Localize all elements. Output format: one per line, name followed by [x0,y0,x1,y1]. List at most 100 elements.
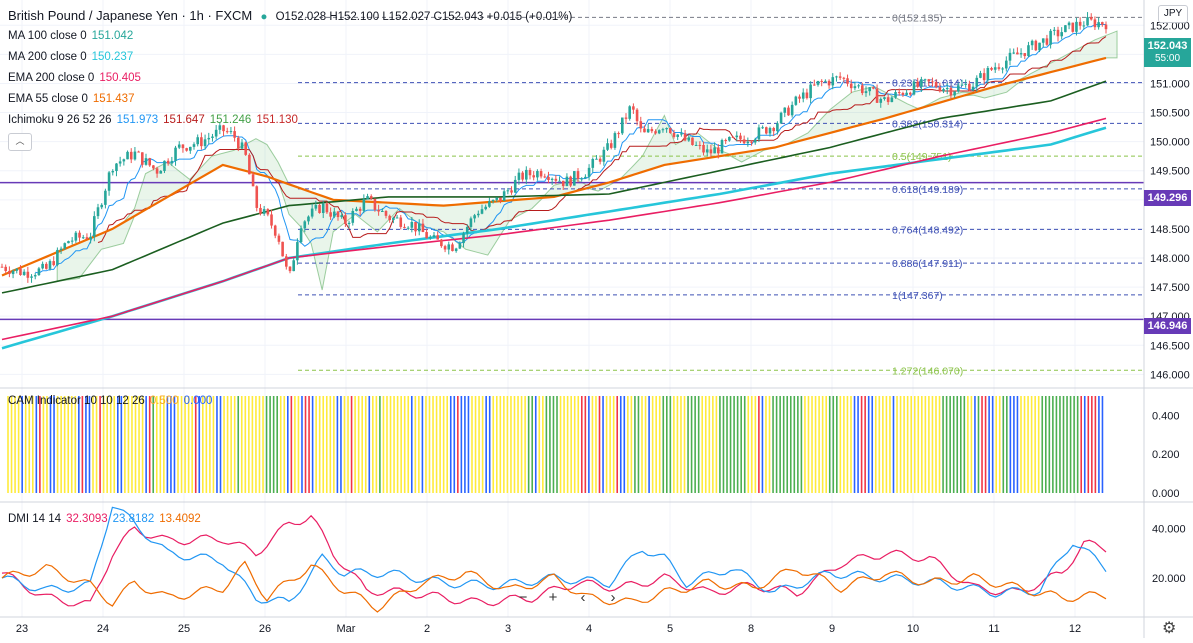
candle-body [1101,22,1104,25]
legend-ichimoku[interactable]: Ichimoku 9 26 52 26 151.973 151.647 151.246… [8,113,303,127]
candle-body [74,232,78,241]
candle-body [189,146,192,151]
candle-body [872,87,875,89]
candle-body [11,270,15,275]
currency-label[interactable]: JPY [1158,5,1188,23]
legend-ma100[interactable]: MA 100 close 0 151.042 [8,29,138,43]
candle-body [181,144,185,149]
candle-body [429,237,432,239]
candle-body [299,228,303,243]
candle-body [717,147,720,154]
candle-body [392,217,395,221]
fib-level-label: 0.764(148.492) [892,224,963,236]
candle-body [377,209,380,212]
ma-line [1,117,1107,341]
candle-body [148,158,151,166]
candle-body [838,76,842,78]
candle-body [842,77,846,79]
legend-value: 150.237 [91,51,134,63]
zoom-out-button[interactable]: − [518,589,528,606]
candle-body [111,171,115,173]
candle-body [543,176,547,178]
legend-dmi[interactable]: DMI 14 14 32.3093 23.8182 13.4092 [8,512,206,526]
candle-body [115,163,118,172]
candle-body [960,84,964,86]
price-tick-label: 148.500 [1150,224,1190,236]
candle-body [133,151,137,160]
time-tick-label: 11 [988,623,999,635]
candle-body [200,137,203,147]
candle-body [259,207,262,214]
candle-body [388,215,391,221]
candle-body [1086,17,1089,26]
candle-body [864,91,868,94]
fib-level-label: 0(152.135) [892,12,943,24]
legend-name: EMA 55 close 0 [8,93,88,105]
candle-body [680,133,683,135]
settings-gear-icon[interactable]: ⚙ [1162,620,1177,637]
candle-body [432,235,436,238]
legend-value: 151.973 [116,114,159,126]
candle-body [650,129,654,132]
candle-body [934,81,938,88]
candle-body [174,147,177,161]
candle-body [971,86,975,91]
candle-body [495,197,499,200]
candle-body [846,78,849,84]
candle-body [37,268,41,276]
legend-ema55[interactable]: EMA 55 close 0 151.437 [8,92,139,106]
candle-body [517,172,521,180]
price-tick-label: 146.000 [1150,369,1190,381]
candle-body [739,135,742,140]
candle-body [510,190,513,193]
legend-ema200[interactable]: EMA 200 close 0 150.405 [8,71,146,85]
candle-body [569,176,572,186]
candle-body [211,136,214,138]
candle-body [366,196,369,200]
legend-value: 151.042 [91,30,134,42]
legend-cam[interactable]: CAM Indicator 10 10 12 26 0.500 0.000 [8,394,217,408]
candle-body [1049,30,1052,45]
candle-body [827,80,831,86]
candle-body [1075,21,1078,32]
candle-body [868,87,871,92]
fib-level-label: 0.236(151.014) [892,78,963,90]
candle-body [1016,52,1019,55]
ohlc-readout: O152.028 H152.100 L152.027 C152.043 +0.0… [275,11,573,23]
candle-body [1041,38,1045,43]
candle-body [22,271,26,275]
candle-body [303,221,307,229]
ichimoku-cloud [56,30,1118,291]
symbol-title[interactable]: British Pound / Japanese Yen · 1h · FXCM [8,8,253,23]
scroll-right-button[interactable]: › [610,589,616,606]
candle-body [244,142,247,155]
scroll-left-button[interactable]: ‹ [580,589,586,606]
candle-body [831,77,835,86]
candle-body [336,211,340,218]
legend-value: 23.8182 [112,513,155,525]
time-tick-label: 8 [748,623,754,635]
zoom-in-button[interactable]: + [548,589,558,606]
candle-body [927,79,931,82]
legend-ma200[interactable]: MA 200 close 0 150.237 [8,50,138,64]
candle-body [768,128,772,134]
candle-body [41,263,44,269]
candle-body [369,196,373,199]
candle-body [990,67,993,70]
candle-body [1071,22,1075,32]
ma-line [1,80,1107,294]
candle-body [421,223,425,233]
candle-body [525,169,528,180]
candle-body [809,84,812,99]
candle-body [1038,42,1041,51]
candle-body [218,125,222,130]
candle-body [776,123,779,132]
legend-value: 13.4092 [159,513,201,525]
candle-body [945,87,949,90]
candle-body [225,131,229,133]
collapse-legend-button[interactable]: ︿ [8,133,32,151]
candle-body [606,143,609,150]
chevron-up-icon: ︿ [15,136,25,146]
